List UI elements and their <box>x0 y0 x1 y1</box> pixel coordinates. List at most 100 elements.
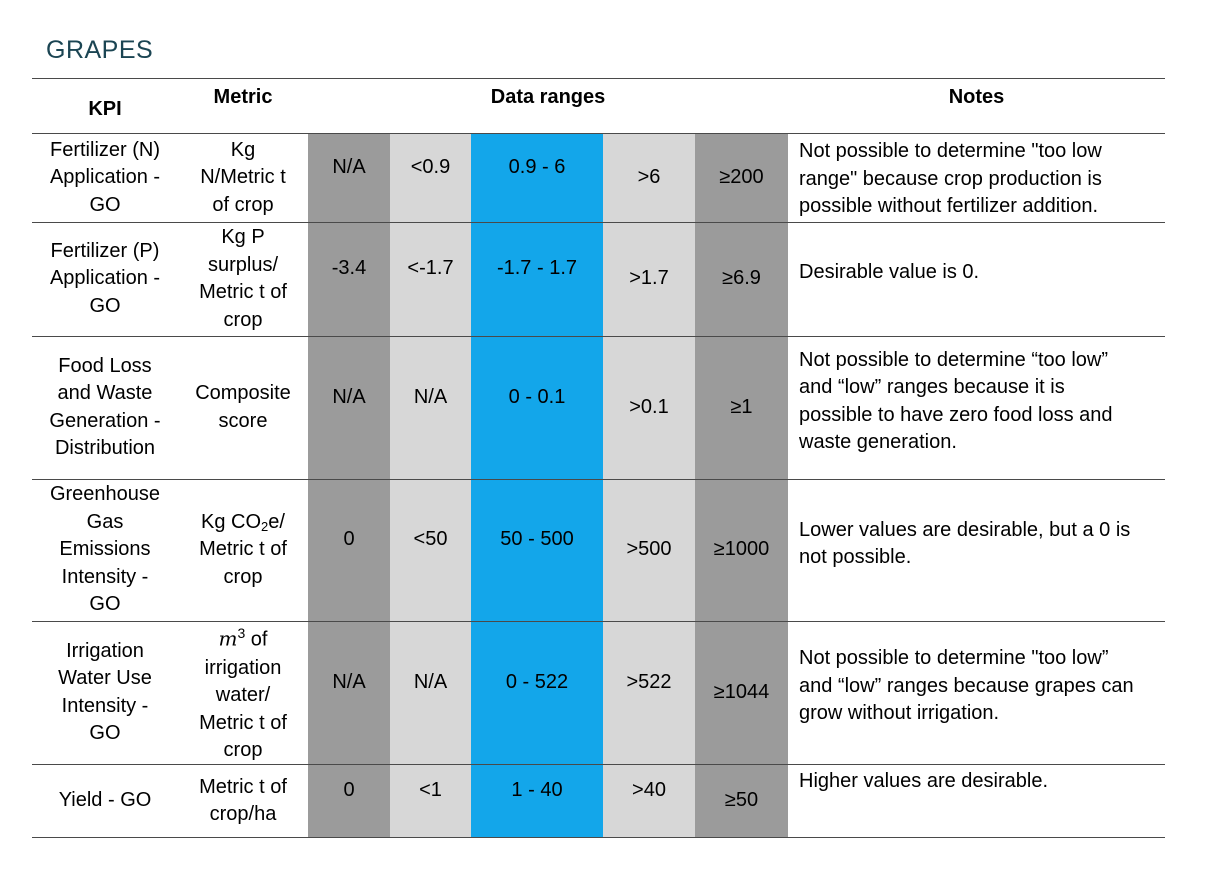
range-value-desirable: 0 - 0.1 <box>471 326 603 469</box>
text-line: and “low” ranges because it is <box>799 376 1065 398</box>
text-line: Yield - GO <box>58 789 152 812</box>
header-notes: Notes <box>948 86 1005 108</box>
text-line: Not possible to determine "too low <box>799 140 1102 162</box>
range-text: N/A <box>332 385 366 408</box>
text-line: Generation - <box>49 409 161 432</box>
superscript: 3 <box>237 625 246 642</box>
kpi-cell: Irrigation Water Use Intensity - GO <box>32 621 178 764</box>
range-text: <0.9 <box>410 156 451 179</box>
range-value-desirable: -1.7 - 1.7 <box>471 212 603 326</box>
range-value-too-low: 0 <box>308 469 390 611</box>
subscript: 2 <box>261 518 269 534</box>
text-line: range" because crop production is <box>799 167 1102 190</box>
range-text: N/A <box>332 670 366 693</box>
text-line: waste generation. <box>799 431 957 453</box>
range-value-desirable: 1 - 40 <box>471 754 603 828</box>
range-text: >0.1 <box>629 395 669 418</box>
notes-cell: Lower values are desirable, but a 0 is no… <box>799 473 1165 615</box>
text-line: Kg CO <box>201 510 262 533</box>
range-value-high: >40 <box>603 754 695 828</box>
text-line: N/Metric t <box>200 166 286 189</box>
text-line: Fertilizer (P) <box>50 239 160 262</box>
range-value-too-low: N/A <box>308 611 390 754</box>
range-text: 0 - 0.1 <box>508 385 566 408</box>
text-line: of crop <box>212 193 274 216</box>
text-line: m <box>218 627 238 652</box>
range-value-low: <50 <box>390 469 471 611</box>
metric-cell: m3 of irrigation water/Metric t of crop <box>178 621 308 764</box>
notes-cell: Not possible to determine "too low range"… <box>799 138 1165 221</box>
kpi-table: KPI Metric Data ranges Notes Fertilizer … <box>32 78 1165 838</box>
text-line: not possible. <box>799 546 912 568</box>
text-line: water/ <box>215 684 271 707</box>
range-value-low: N/A <box>390 611 471 754</box>
text-line: of <box>245 629 268 652</box>
range-text: 50 - 500 <box>500 528 574 551</box>
range-text: <50 <box>413 528 448 551</box>
range-value-too-high: ≥1044 <box>695 621 788 764</box>
range-text: >522 <box>626 670 672 693</box>
text-line: Lower values are desirable, but a 0 is <box>799 518 1131 541</box>
text-line: crop <box>223 308 263 331</box>
range-value-high: >500 <box>603 479 695 621</box>
range-text: 1 - 40 <box>511 779 563 802</box>
range-value-high: >0.1 <box>603 336 695 479</box>
range-band-high <box>603 134 695 838</box>
kpi-cell: Food Loss and Waste Generation - Distributi… <box>32 336 178 479</box>
row-divider <box>32 133 1165 134</box>
text-line: crop/ha <box>209 803 277 825</box>
range-text: ≥200 <box>719 166 764 189</box>
range-text: N/A <box>413 385 448 408</box>
range-text: -1.7 - 1.7 <box>496 257 578 280</box>
text-line: Kg <box>230 138 256 161</box>
range-text: ≥1044 <box>713 680 770 703</box>
page-title: GRAPES <box>46 36 154 64</box>
metric-cell: Kg P surplus/Metric t of crop <box>178 222 308 336</box>
notes-cell: Desirable value is 0. <box>799 216 1165 330</box>
header-metric: Metric <box>213 86 273 108</box>
text-line: Metric t of <box>199 775 287 798</box>
text-line: surplus/ <box>207 253 278 276</box>
text-line: Higher values are desirable. <box>799 770 1049 792</box>
range-text: 0 <box>343 528 355 551</box>
text-line: Application - <box>49 267 161 290</box>
row-divider <box>32 222 1165 223</box>
range-value-desirable: 50 - 500 <box>471 469 603 611</box>
text-line: and “low” ranges because grapes can <box>799 674 1134 697</box>
range-text: 0 - 522 <box>505 670 569 693</box>
text-line: Greenhouse <box>49 483 161 506</box>
range-text: ≥1000 <box>713 538 770 561</box>
range-text: N/A <box>413 670 448 693</box>
metric-cell: Composite score <box>178 336 308 479</box>
kpi-cell: Greenhouse Gas Emissions Intensity - GO <box>32 479 178 621</box>
text-line: Metric t of <box>199 711 287 734</box>
text-line: possible without fertilizer addition. <box>799 195 1099 217</box>
text-line: Water Use <box>58 667 152 689</box>
range-value-desirable: 0 - 522 <box>471 611 603 754</box>
kpi-cell: Fertilizer (N) Application - GO <box>32 134 178 222</box>
notes-cell: Not possible to determine “too low” and “… <box>799 330 1165 473</box>
range-value-low: N/A <box>390 326 471 469</box>
text-line: crop <box>223 739 263 762</box>
range-text: -3.4 <box>331 257 367 280</box>
text-line: Composite <box>195 382 291 404</box>
range-value-too-low: N/A <box>308 124 390 212</box>
text-line: Application - <box>49 166 161 189</box>
range-text: ≥6.9 <box>722 267 761 290</box>
range-value-low: <1 <box>390 754 471 828</box>
range-text: 0.9 - 6 <box>508 156 566 179</box>
range-value-desirable: 0.9 - 6 <box>471 124 603 212</box>
metric-cell: Kg CO2e/Metric t of crop <box>178 479 308 621</box>
range-value-high: >1.7 <box>603 222 695 336</box>
text-line: GO <box>89 193 121 216</box>
text-line: possible to have zero food loss and <box>799 403 1113 426</box>
range-value-too-high: ≥1 <box>695 336 788 479</box>
range-text: >1.7 <box>629 267 669 290</box>
text-line: Distribution <box>54 437 156 459</box>
text-line: grow without irrigation. <box>799 702 1000 725</box>
range-value-too-low: 0 <box>308 754 390 828</box>
text-line: Not possible to determine “too low” <box>799 348 1109 371</box>
text-line: irrigation <box>204 656 282 679</box>
range-band-too-high <box>695 134 788 838</box>
range-value-too-low: N/A <box>308 326 390 469</box>
